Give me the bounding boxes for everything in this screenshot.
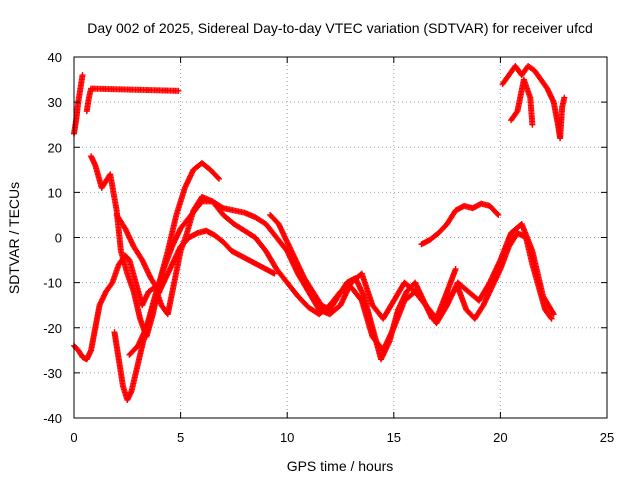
- x-axis-ticks: 0 5 10 15 20 25: [70, 57, 614, 445]
- y-tick-label: -10: [43, 276, 62, 291]
- y-axis-label: SDTVAR / TECUs: [6, 182, 22, 294]
- data-point: [271, 270, 278, 277]
- x-tick-label: 25: [600, 430, 614, 445]
- chart-title: Day 002 of 2025, Sidereal Day-to-day VTE…: [87, 20, 593, 36]
- x-axis-label: GPS time / hours: [287, 458, 394, 474]
- data-point: [215, 175, 222, 182]
- x-tick-label: 15: [387, 430, 401, 445]
- x-tick-label: 5: [177, 430, 184, 445]
- series-s6: [418, 200, 502, 248]
- data-point: [79, 72, 86, 79]
- series-s3: [111, 198, 459, 403]
- series-s2: [88, 153, 222, 340]
- data-point: [494, 210, 501, 217]
- data-point: [547, 314, 554, 321]
- data-point: [548, 315, 555, 322]
- y-tick-label: -30: [43, 366, 62, 381]
- x-tick-label: 10: [280, 430, 294, 445]
- series-s10: [83, 85, 182, 115]
- x-tick-label: 0: [70, 430, 77, 445]
- y-tick-label: -40: [43, 411, 62, 426]
- y-tick-label: 10: [48, 185, 62, 200]
- data-point: [175, 87, 182, 94]
- y-tick-label: 30: [48, 95, 62, 110]
- data-point: [452, 266, 459, 273]
- y-tick-label: 0: [55, 231, 62, 246]
- data-point: [495, 211, 502, 218]
- data-point: [156, 288, 163, 295]
- x-tick-label: 20: [493, 430, 507, 445]
- data-point: [513, 109, 520, 116]
- series-s7: [499, 63, 568, 142]
- series-s5: [267, 211, 555, 363]
- y-tick-label: 40: [48, 50, 62, 65]
- y-tick-label: 20: [48, 140, 62, 155]
- data-series: [71, 63, 568, 403]
- data-point: [549, 309, 556, 316]
- data-point: [214, 174, 221, 181]
- series-s8: [508, 76, 536, 128]
- data-point: [561, 94, 568, 101]
- series-s4: [126, 227, 278, 358]
- data-point: [529, 121, 536, 128]
- y-axis-ticks: -40 -30 -20 -10 0 10 20 30 40: [43, 50, 607, 426]
- y-tick-label: -20: [43, 321, 62, 336]
- series-s9: [71, 72, 86, 137]
- series-s11: [113, 211, 163, 295]
